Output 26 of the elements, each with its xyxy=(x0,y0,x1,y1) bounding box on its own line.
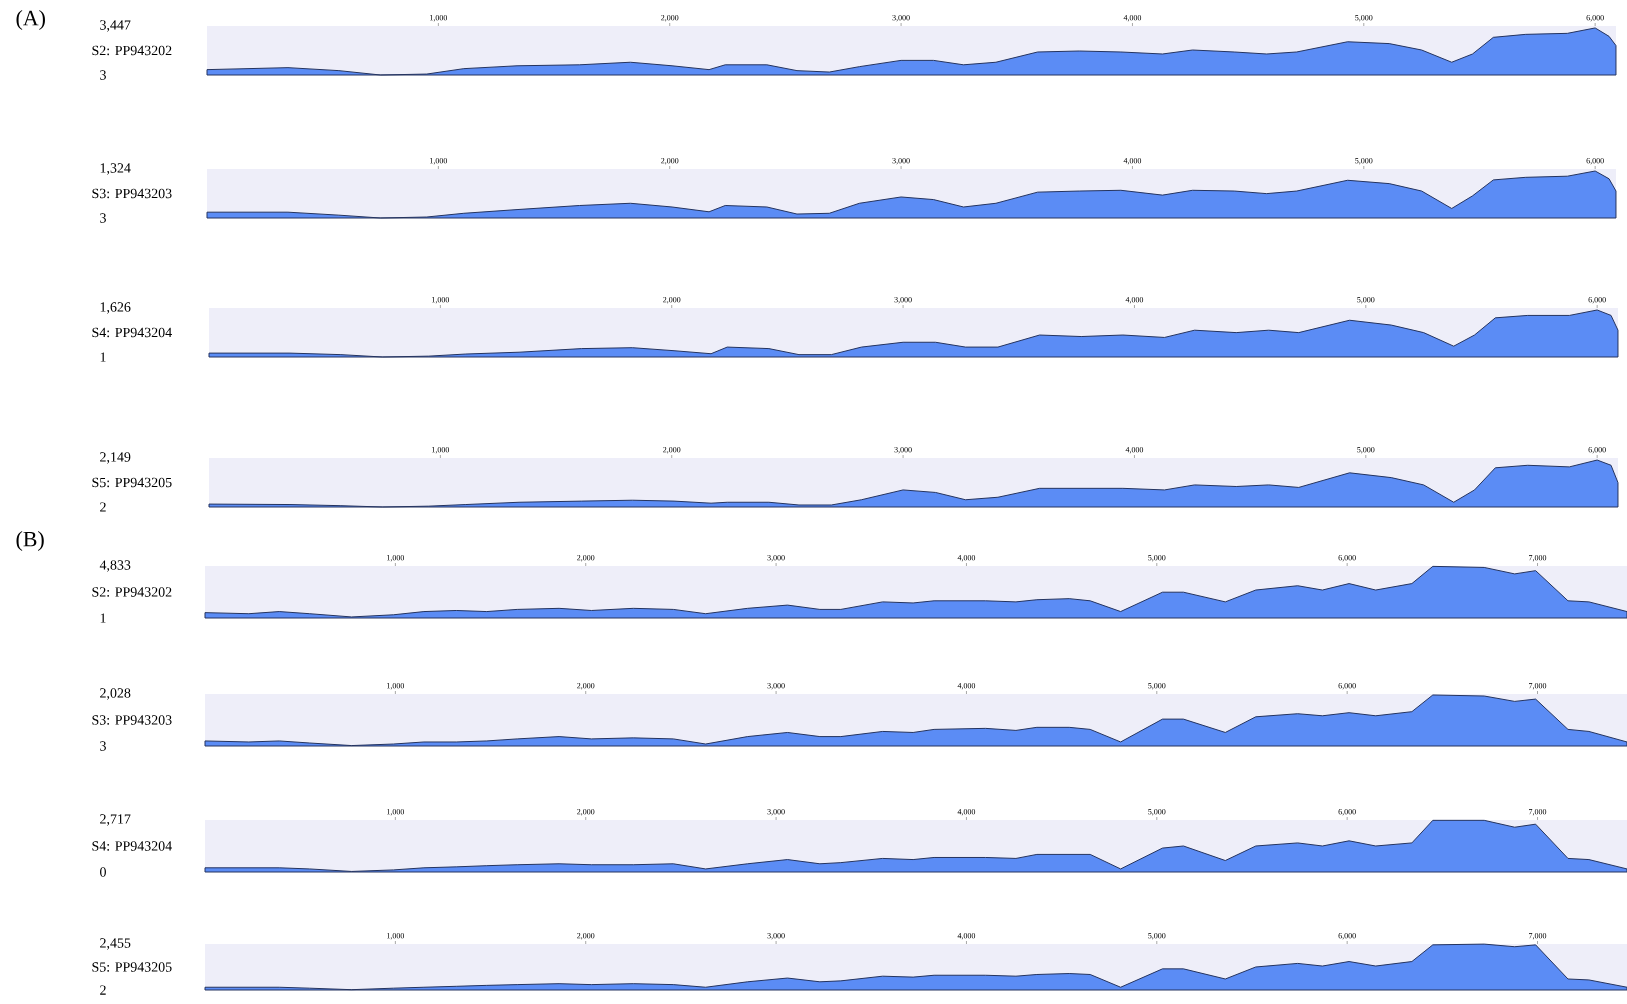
y-tick-label: 3 xyxy=(100,213,106,223)
y-tick-label: 1 xyxy=(100,352,106,362)
chart-title: (B) xyxy=(16,531,44,551)
y-axis-title: S3: PP943203 xyxy=(92,715,172,725)
y-axis-title: S5: PP943205 xyxy=(92,477,172,488)
y-tick-label: 2,455 xyxy=(100,938,131,950)
y-tick-label: 2 xyxy=(100,985,106,995)
y-tick-label: 1,324 xyxy=(100,163,131,175)
y-axis-title: S3: PP943203 xyxy=(92,188,172,199)
y-tick-label: 3 xyxy=(100,741,106,751)
y-tick-label: 2,717 xyxy=(100,814,131,826)
y-tick-label: 3,447 xyxy=(100,20,131,32)
y-tick-label: 1 xyxy=(100,613,106,623)
y-tick-label: 1,626 xyxy=(100,302,131,314)
y-axis-title: S4: PP943204 xyxy=(92,327,172,338)
text: (A) xyxy=(16,10,45,30)
y-tick-label: 3 xyxy=(100,70,106,80)
y-tick-label: 4,833 xyxy=(99,560,131,572)
y-axis-title: S5: PP943205 xyxy=(92,962,172,972)
y-axis-title: S4: PP943204 xyxy=(92,841,172,851)
y-tick-label: 2 xyxy=(100,502,106,512)
y-axis-title: S2: PP943202 xyxy=(92,587,172,597)
y-tick-label: 2,149 xyxy=(100,452,131,464)
y-axis-title: S2: PP943202 xyxy=(92,45,172,56)
y-tick-label: 0 xyxy=(100,867,106,877)
y-tick-label: 2,028 xyxy=(100,688,131,700)
